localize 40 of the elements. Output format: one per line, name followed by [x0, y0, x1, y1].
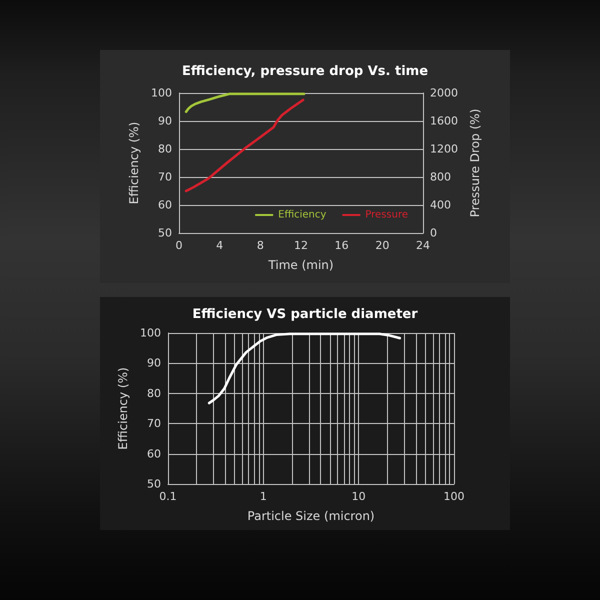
x-tick-label: 16: [334, 239, 349, 252]
x-tick-label: 10: [352, 490, 366, 503]
y-tick-label: 80: [147, 386, 161, 400]
x-tick-label: 1: [260, 490, 267, 503]
x-axis-title: Time (min): [267, 258, 334, 272]
y-tick-label: 90: [147, 356, 161, 370]
x-tick-label: 0: [176, 239, 182, 252]
x-tick-label: 20: [375, 239, 390, 252]
y-tick-label: 100: [140, 326, 161, 340]
y2-axis-title: Pressure Drop (%): [468, 108, 482, 218]
chart-title: Efficiency, pressure drop Vs. time: [182, 64, 428, 79]
y2-tick-label: 400: [430, 198, 451, 212]
x-axis-title: Particle Size (micron): [247, 509, 375, 523]
x-tick-label: 24: [416, 239, 430, 252]
y-tick-label: 50: [147, 478, 161, 490]
y-tick-label: 60: [158, 198, 172, 212]
y-tick-label: 100: [151, 86, 172, 100]
x-tick-label: 8: [256, 239, 264, 252]
y-tick-label: 60: [147, 447, 161, 460]
y-tick-label: 80: [158, 142, 172, 156]
chart-title: Efficiency VS particle diameter: [192, 307, 418, 322]
x-tick-label: 12: [294, 239, 308, 252]
y2-tick-label: 800: [430, 170, 451, 184]
y2-tick-label: 2000: [430, 86, 458, 100]
line-series: [184, 92, 306, 114]
legend-label: Efficiency: [278, 210, 326, 220]
y2-tick-label: 0: [430, 226, 437, 240]
y2-tick-label: 1600: [430, 114, 458, 128]
x-tick-label: 4: [216, 239, 224, 252]
line-series: [184, 98, 304, 192]
x-tick-label: 0.1: [159, 490, 177, 503]
y-tick-label: 70: [147, 417, 161, 430]
x-tick-label: 100: [444, 490, 464, 503]
y-tick-label: 90: [158, 114, 172, 128]
y-tick-label: 50: [158, 226, 172, 240]
y-tick-label: 70: [158, 170, 172, 184]
y-axis-title: Efficiency (%): [127, 122, 142, 204]
y2-tick-label: 1200: [430, 142, 458, 156]
legend-label: Pressure: [365, 210, 408, 220]
y-axis-title: Efficiency (%): [116, 367, 130, 450]
